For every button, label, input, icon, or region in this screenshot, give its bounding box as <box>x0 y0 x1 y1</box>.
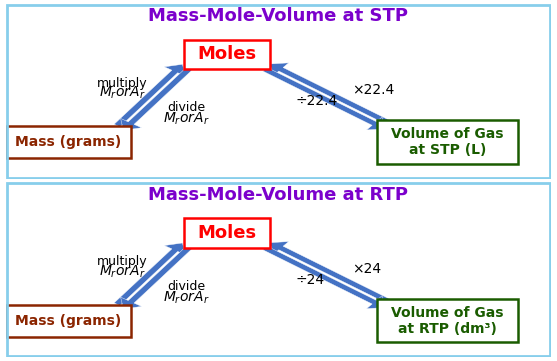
Text: multiply: multiply <box>97 77 148 90</box>
Text: Moles: Moles <box>197 224 256 242</box>
Text: ÷24: ÷24 <box>295 273 324 287</box>
Polygon shape <box>114 64 185 127</box>
Text: Moles: Moles <box>197 45 256 64</box>
Text: ×24: ×24 <box>352 262 381 276</box>
Text: Mass-Mole-Volume at RTP: Mass-Mole-Volume at RTP <box>149 186 408 204</box>
FancyBboxPatch shape <box>183 40 270 69</box>
Polygon shape <box>270 63 393 125</box>
Text: divide: divide <box>167 101 205 114</box>
Text: ×22.4: ×22.4 <box>352 83 394 97</box>
Text: multiply: multiply <box>97 255 148 268</box>
Text: Mass (grams): Mass (grams) <box>15 135 121 149</box>
FancyBboxPatch shape <box>377 120 518 164</box>
Polygon shape <box>263 246 385 309</box>
Polygon shape <box>270 242 393 304</box>
Polygon shape <box>121 68 192 130</box>
Text: ÷22.4: ÷22.4 <box>295 94 338 108</box>
Text: $M_rorA_r$: $M_rorA_r$ <box>99 84 146 101</box>
FancyBboxPatch shape <box>377 299 518 342</box>
Text: Volume of Gas
at STP (L): Volume of Gas at STP (L) <box>392 127 504 157</box>
Text: Mass-Mole-Volume at STP: Mass-Mole-Volume at STP <box>149 7 408 25</box>
Polygon shape <box>263 68 385 130</box>
Polygon shape <box>114 243 185 305</box>
FancyBboxPatch shape <box>6 305 130 337</box>
Text: Volume of Gas
at RTP (dm³): Volume of Gas at RTP (dm³) <box>392 305 504 336</box>
Polygon shape <box>121 247 192 309</box>
Text: $M_rorA_r$: $M_rorA_r$ <box>163 111 209 127</box>
Text: divide: divide <box>167 280 205 293</box>
Text: $M_rorA_r$: $M_rorA_r$ <box>99 263 146 279</box>
FancyBboxPatch shape <box>6 126 130 158</box>
FancyBboxPatch shape <box>183 218 270 248</box>
Text: $M_rorA_r$: $M_rorA_r$ <box>163 290 209 306</box>
Text: Mass (grams): Mass (grams) <box>15 314 121 328</box>
